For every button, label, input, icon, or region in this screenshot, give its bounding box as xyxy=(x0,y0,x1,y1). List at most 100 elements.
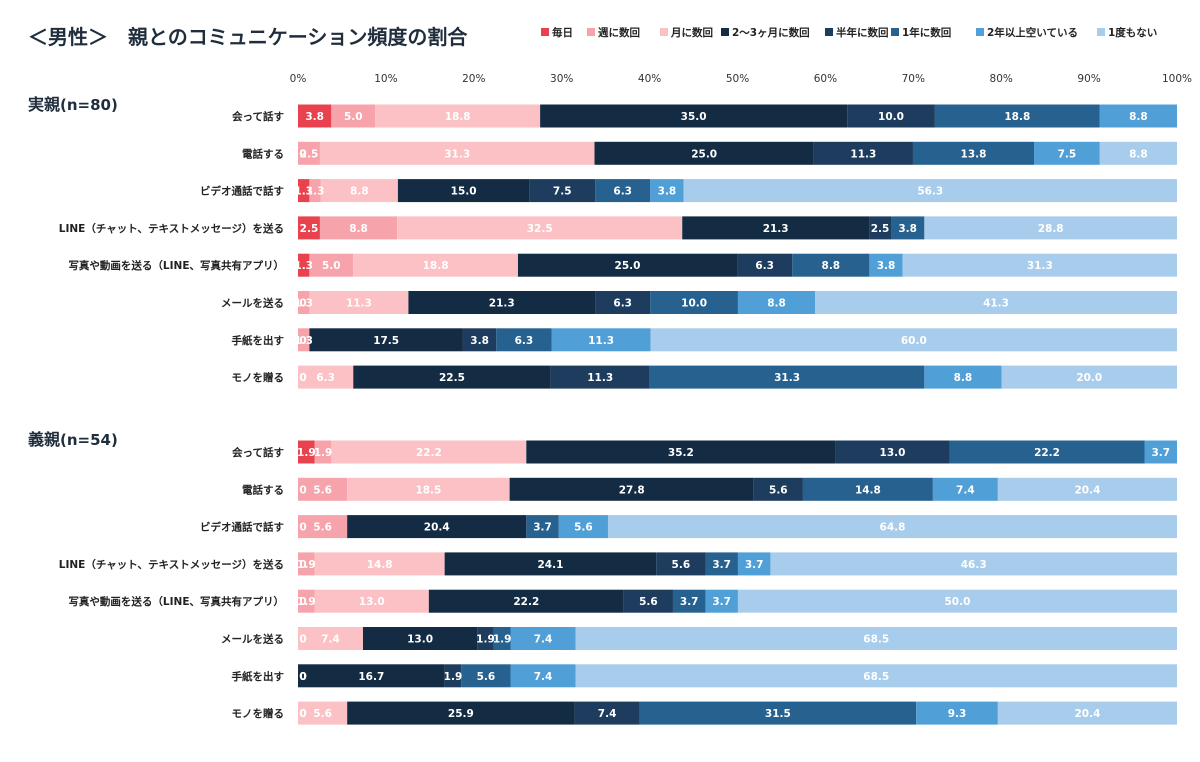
bar-segment xyxy=(314,552,445,576)
data-label: 8.8 xyxy=(1129,111,1148,123)
bar-segment xyxy=(737,552,771,576)
data-label: 7.5 xyxy=(553,186,572,198)
data-label: 13.0 xyxy=(880,447,906,459)
data-label: 11.3 xyxy=(850,148,876,160)
bar-segment xyxy=(298,701,348,725)
data-label: 1.9 xyxy=(314,447,333,459)
data-label: 5.0 xyxy=(322,260,341,272)
legend-swatch xyxy=(541,28,549,36)
data-label: 18.8 xyxy=(423,260,449,272)
data-label: 25.0 xyxy=(615,260,641,272)
data-label: 7.4 xyxy=(321,634,340,646)
data-label: 16.7 xyxy=(358,671,384,683)
bar-segment xyxy=(298,179,310,203)
category-label: メールを送る xyxy=(221,633,284,646)
data-label: 0 xyxy=(299,484,306,496)
data-label: 5.6 xyxy=(574,522,593,534)
category-label: ビデオ通話で話す xyxy=(200,521,284,534)
data-label: 3.7 xyxy=(680,596,699,608)
bar-segment xyxy=(309,253,354,277)
data-label: 1.3 xyxy=(294,298,313,310)
data-label: 5.6 xyxy=(639,596,658,608)
legend-swatch xyxy=(1097,28,1105,36)
x-tick-label: 50% xyxy=(726,73,749,85)
data-label: 31.3 xyxy=(774,372,800,384)
bar-segment xyxy=(595,179,651,203)
data-label: 8.8 xyxy=(350,186,369,198)
x-tick-label: 60% xyxy=(814,73,837,85)
legend-label: 月に数回 xyxy=(670,26,713,39)
data-label: 1.3 xyxy=(294,335,313,347)
category-label: ビデオ通話で話す xyxy=(200,185,284,198)
bar-segment xyxy=(298,440,315,464)
bar-segment xyxy=(656,552,706,576)
bar-segment xyxy=(753,477,803,501)
data-label: 46.3 xyxy=(961,559,987,571)
bar-segment xyxy=(462,328,497,352)
bar-segment xyxy=(397,179,530,203)
category-label: 会って話す xyxy=(232,110,284,123)
bar-segment xyxy=(298,365,354,389)
data-label: 8.8 xyxy=(822,260,841,272)
data-label: 1.9 xyxy=(444,671,463,683)
data-label: 0 xyxy=(299,671,306,683)
category-label: 写真や動画を送る（LINE、写真共有アプリ） xyxy=(68,595,284,608)
bar-segment xyxy=(575,664,1177,688)
data-label: 31.3 xyxy=(444,148,470,160)
data-label: 0 xyxy=(299,671,306,683)
data-label: 31.5 xyxy=(765,708,791,720)
bar-segment xyxy=(683,179,1177,203)
category-label: モノを贈る xyxy=(232,371,285,384)
x-tick-label: 20% xyxy=(462,73,485,85)
data-label: 2.5 xyxy=(300,148,319,160)
x-tick-label: 80% xyxy=(990,73,1013,85)
data-label: 0 xyxy=(299,708,306,720)
legend-swatch xyxy=(660,28,668,36)
data-label: 1.3 xyxy=(306,186,325,198)
bar-segment xyxy=(526,440,836,464)
category-label: 手紙を出す xyxy=(232,334,285,347)
data-label: 22.2 xyxy=(513,596,539,608)
bar-segment xyxy=(298,627,363,650)
legend-swatch xyxy=(587,28,595,36)
data-label: 68.5 xyxy=(863,671,889,683)
legend-swatch xyxy=(825,28,833,36)
data-label: 14.8 xyxy=(367,559,393,571)
bar-segment xyxy=(737,291,816,314)
bar-segment xyxy=(770,552,1177,576)
data-label: 0 xyxy=(299,372,306,384)
data-label: 2.5 xyxy=(300,223,319,235)
data-label: 25.0 xyxy=(691,148,717,160)
data-label: 3.8 xyxy=(898,223,917,235)
data-label: 3.7 xyxy=(1151,447,1170,459)
bar-segment xyxy=(932,477,998,501)
bar-segment xyxy=(639,701,917,725)
bar-segment xyxy=(558,515,608,539)
bar-segment xyxy=(815,291,1177,314)
data-label: 28.8 xyxy=(1038,223,1064,235)
data-label: 3.8 xyxy=(305,111,324,123)
bar-segment xyxy=(705,589,738,613)
category-label: 会って話す xyxy=(232,446,284,459)
bar-segment xyxy=(594,141,814,165)
data-label: 6.3 xyxy=(515,335,534,347)
bar-segment xyxy=(737,589,1177,613)
bar-segment xyxy=(298,589,315,613)
bar-segment xyxy=(314,589,429,613)
data-label: 8.8 xyxy=(1129,148,1148,160)
data-label: 17.5 xyxy=(373,335,399,347)
legend-label: 週に数回 xyxy=(598,26,640,39)
data-label: 18.5 xyxy=(415,484,441,496)
bar-segment xyxy=(705,552,738,576)
bar-segment xyxy=(1001,365,1177,389)
x-tick-label: 10% xyxy=(374,73,397,85)
bar-segment xyxy=(298,141,320,165)
legend-label: 半年に数回 xyxy=(836,26,889,39)
data-label: 25.9 xyxy=(448,708,474,720)
bar-segment xyxy=(869,216,892,240)
data-label: 6.3 xyxy=(613,298,632,310)
data-label: 11.3 xyxy=(588,335,614,347)
bar-segment xyxy=(461,664,511,688)
data-label: 27.8 xyxy=(619,484,645,496)
bar-segment xyxy=(319,141,595,165)
